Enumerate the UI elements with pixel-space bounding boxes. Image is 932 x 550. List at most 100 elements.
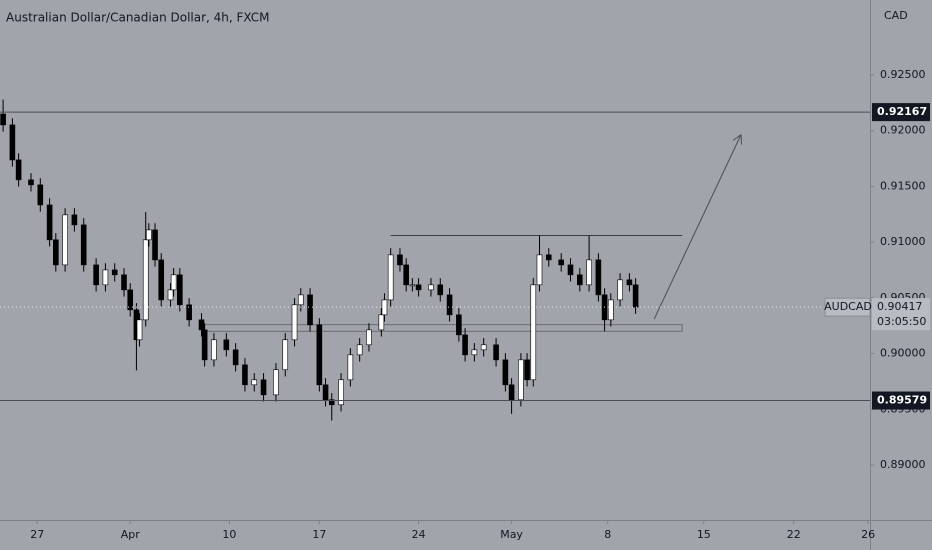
candle-body: [403, 264, 409, 286]
symbol-label: AUDCAD: [824, 300, 872, 313]
candle-body: [0, 113, 6, 126]
level-label: 0.92167: [877, 105, 927, 118]
x-tick-label: Apr: [121, 528, 141, 541]
candle-body: [198, 319, 205, 331]
candle-body: [502, 359, 509, 386]
chart-title: Australian Dollar/Canadian Dollar, 4h, F…: [6, 11, 270, 25]
candle-body: [626, 279, 633, 286]
candle-body: [211, 339, 217, 361]
candle-body: [9, 124, 16, 161]
candle-body: [356, 344, 363, 356]
candle-body: [415, 284, 422, 291]
candle-body: [322, 384, 329, 401]
symbol-box: [824, 297, 871, 317]
candle-body: [186, 304, 192, 321]
y-tick-label: 0.92500: [880, 68, 926, 81]
candle-body: [530, 284, 537, 381]
candle-body: [136, 319, 143, 341]
candle-body: [177, 274, 183, 306]
candle-body: [242, 364, 248, 386]
x-tick-label: 17: [312, 528, 326, 541]
candle-body: [428, 284, 434, 291]
y-tick-label: 0.89000: [880, 458, 926, 471]
candle-body: [282, 339, 289, 371]
level-label-bg: [872, 391, 930, 410]
level-label: 0.89579: [877, 394, 927, 407]
x-tick-label: 27: [30, 528, 44, 541]
y-tick-label: 0.90000: [880, 347, 926, 360]
candle-body: [567, 264, 574, 276]
candle-body: [167, 289, 174, 301]
candle-body: [607, 299, 614, 321]
candle-body: [307, 294, 313, 326]
x-tick-label: 15: [697, 528, 711, 541]
candle-body: [558, 259, 564, 266]
last-price-box: [872, 298, 930, 331]
candle-body: [121, 274, 127, 291]
arrow: [653, 134, 742, 320]
countdown: 03:05:50: [877, 315, 926, 328]
candle-body: [471, 349, 478, 356]
candle-body: [158, 259, 165, 301]
candle-body: [80, 224, 87, 266]
candle-body: [71, 214, 78, 226]
candle-body: [545, 254, 552, 261]
candle-body: [387, 254, 394, 301]
candle-body: [62, 214, 68, 266]
candle-body: [536, 254, 543, 286]
candle-body: [152, 229, 158, 261]
candle-body: [437, 284, 444, 296]
arrow-head: [740, 134, 743, 145]
candle-body: [251, 379, 258, 386]
candle-body: [297, 294, 304, 306]
candle-body: [170, 274, 177, 291]
currency: CAD: [884, 9, 908, 22]
candle-body: [508, 384, 515, 401]
candle-body: [93, 264, 99, 286]
candle-body: [111, 269, 118, 276]
y-tick-label: 0.92000: [880, 124, 926, 137]
candle-body: [127, 289, 134, 311]
candle-body: [617, 279, 623, 301]
candle-body: [518, 359, 524, 401]
candle-body: [328, 399, 335, 406]
level-label-bg: [872, 103, 930, 122]
candle-body: [53, 239, 59, 266]
candle-body: [493, 344, 499, 361]
candle-body: [524, 359, 530, 381]
candle-body: [446, 294, 453, 316]
arrow-head: [732, 134, 742, 141]
candle-body: [397, 254, 403, 266]
candle-body: [338, 379, 344, 406]
candle-body: [201, 329, 208, 361]
candle-body: [462, 334, 468, 356]
last-price-label: 0.90417: [877, 300, 923, 313]
candle-body: [273, 369, 279, 396]
x-tick-label: May: [500, 528, 523, 541]
x-tick-label: 22: [787, 528, 801, 541]
candle-body: [480, 344, 487, 351]
candle-body: [146, 229, 152, 241]
x-tick-label: 24: [412, 528, 426, 541]
candle-body: [409, 284, 416, 287]
candle-body: [316, 324, 323, 386]
candle-body: [378, 314, 385, 331]
x-tick-label: 10: [222, 528, 236, 541]
candle-body: [102, 269, 109, 286]
candle-body: [223, 339, 230, 351]
candle-body: [291, 304, 298, 341]
candle-body: [142, 239, 149, 321]
candle-body: [595, 259, 602, 296]
candle-body: [37, 184, 44, 206]
candle-body: [28, 179, 34, 186]
candle-body: [576, 274, 583, 286]
y-tick-label: 0.91000: [880, 235, 926, 248]
candle-body: [586, 259, 592, 286]
candle-body: [260, 379, 267, 396]
candle-body: [632, 284, 639, 308]
candle-body: [15, 159, 22, 181]
candle-body: [366, 329, 372, 346]
candle-body: [232, 349, 239, 366]
